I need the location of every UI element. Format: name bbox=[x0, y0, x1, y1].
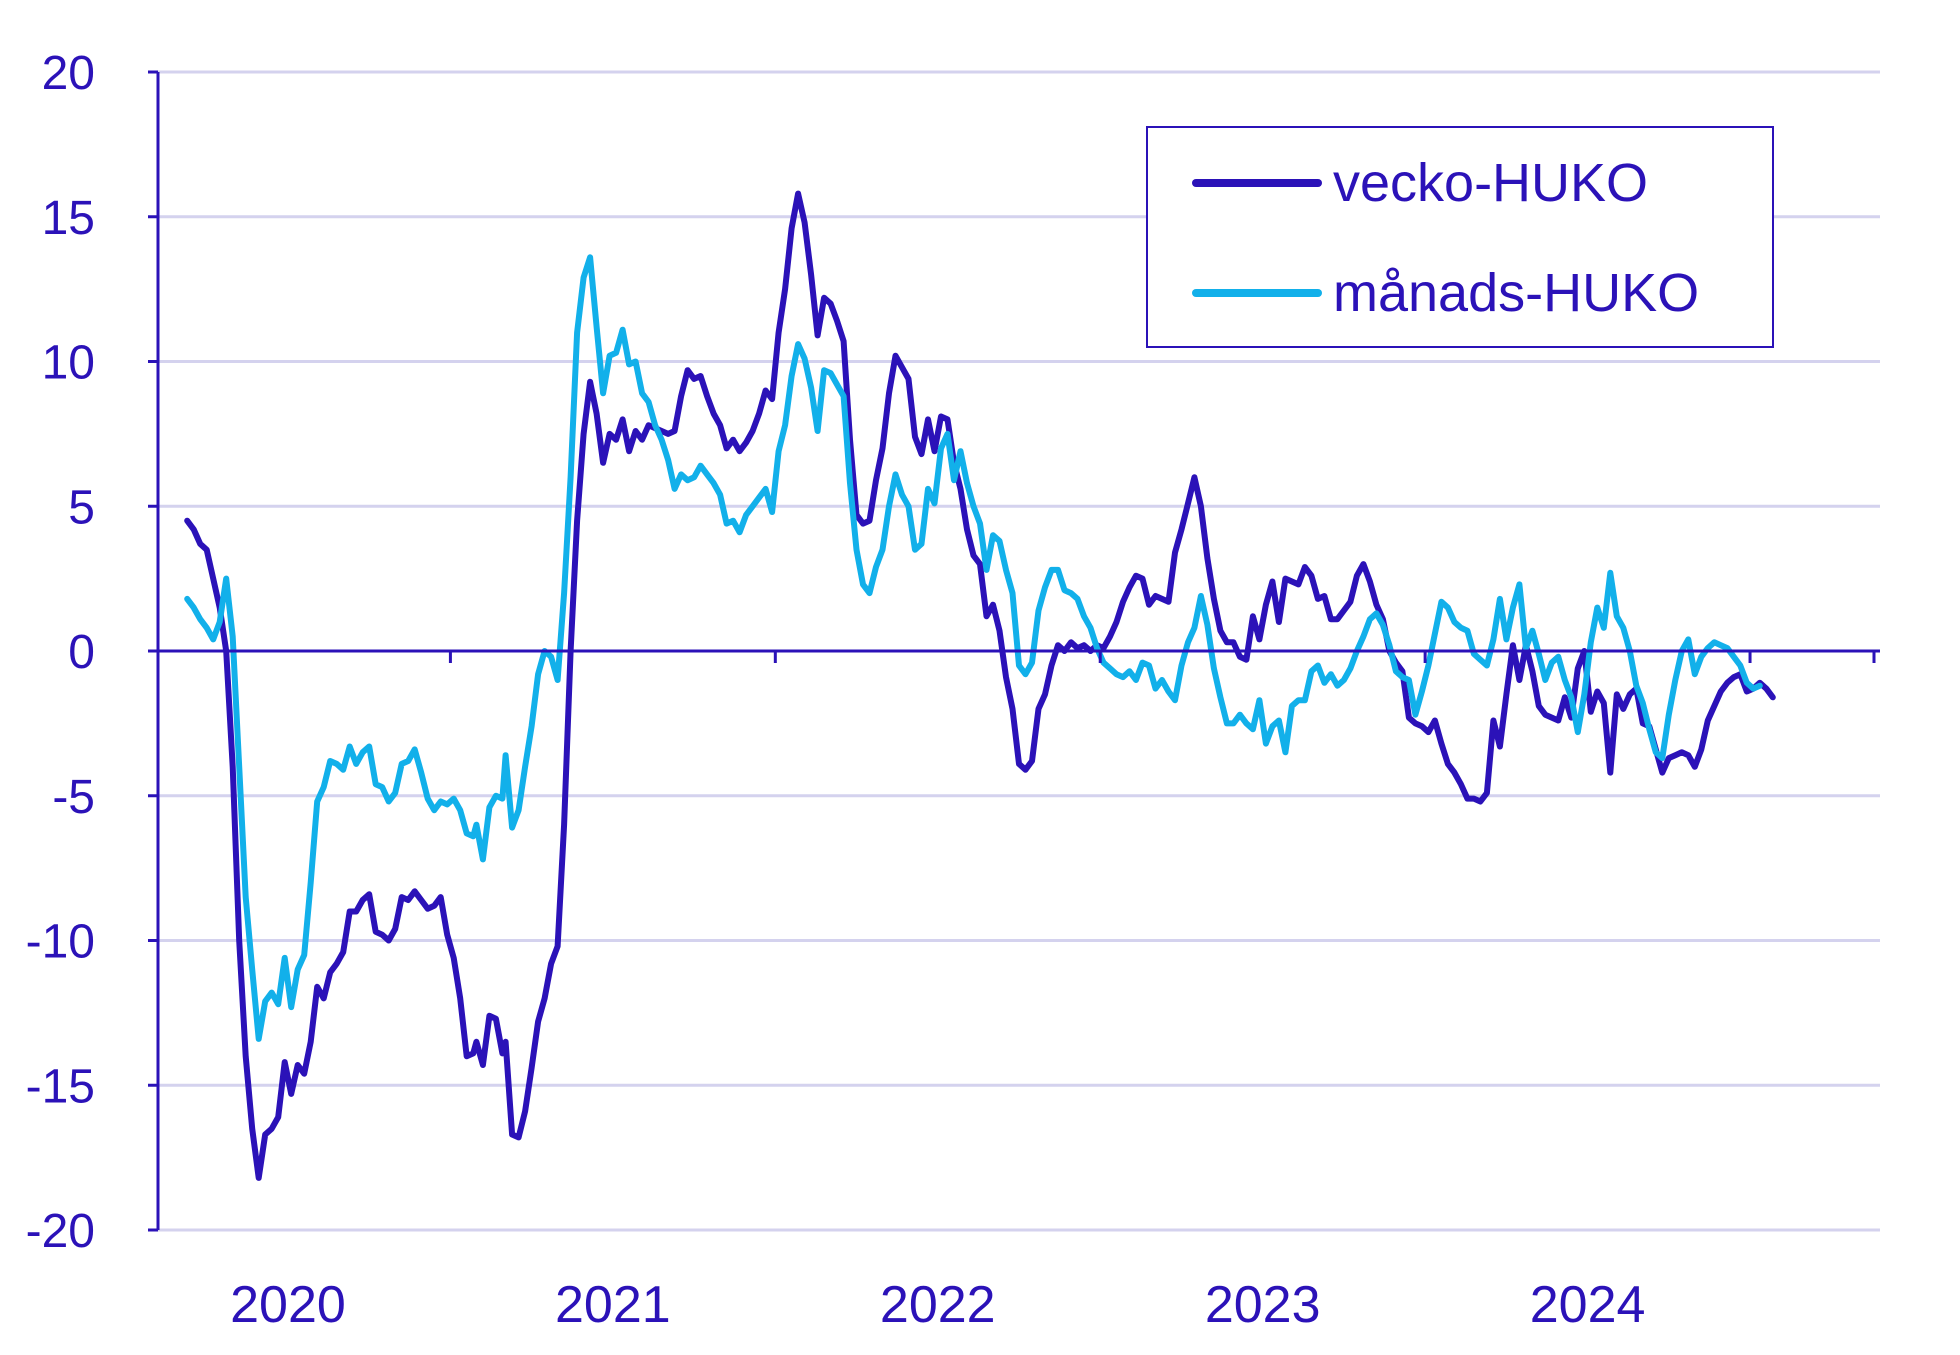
y-tick-label: 10 bbox=[42, 337, 95, 390]
series-lines bbox=[184, 190, 1776, 1181]
legend-label-vecko-huko: vecko-HUKO bbox=[1333, 153, 1648, 213]
x-axis-tick-labels: 2020 2021 2022 2023 2024 bbox=[230, 1276, 1645, 1334]
legend-box bbox=[1146, 126, 1774, 348]
axes bbox=[148, 70, 1880, 1232]
y-tick-label: 15 bbox=[42, 192, 95, 245]
y-tick-label: -10 bbox=[26, 916, 95, 969]
gridlines bbox=[158, 70, 1880, 1232]
y-tick-label: 5 bbox=[68, 481, 95, 534]
x-tick-label: 2020 bbox=[230, 1276, 346, 1334]
legend-label-manads-huko: månads-HUKO bbox=[1333, 263, 1699, 323]
y-tick-label: 0 bbox=[68, 626, 95, 679]
legend: vecko-HUKO månads-HUKO bbox=[1146, 126, 1774, 348]
y-tick-label: 20 bbox=[42, 47, 95, 100]
y-tick-label: -5 bbox=[52, 771, 95, 824]
x-tick-label: 2021 bbox=[555, 1276, 671, 1334]
x-tick-label: 2024 bbox=[1530, 1276, 1646, 1334]
y-axis-tick-labels: 20 15 10 5 0 -5 -10 -15 -20 bbox=[26, 47, 95, 1258]
y-tick-label: -15 bbox=[26, 1060, 95, 1113]
series-line-vecko-huko bbox=[184, 190, 1776, 1181]
y-tick-label: -20 bbox=[26, 1205, 95, 1258]
x-tick-label: 2022 bbox=[880, 1276, 996, 1334]
series-line-manads-huko bbox=[184, 254, 1763, 1042]
x-tick-label: 2023 bbox=[1205, 1276, 1321, 1334]
